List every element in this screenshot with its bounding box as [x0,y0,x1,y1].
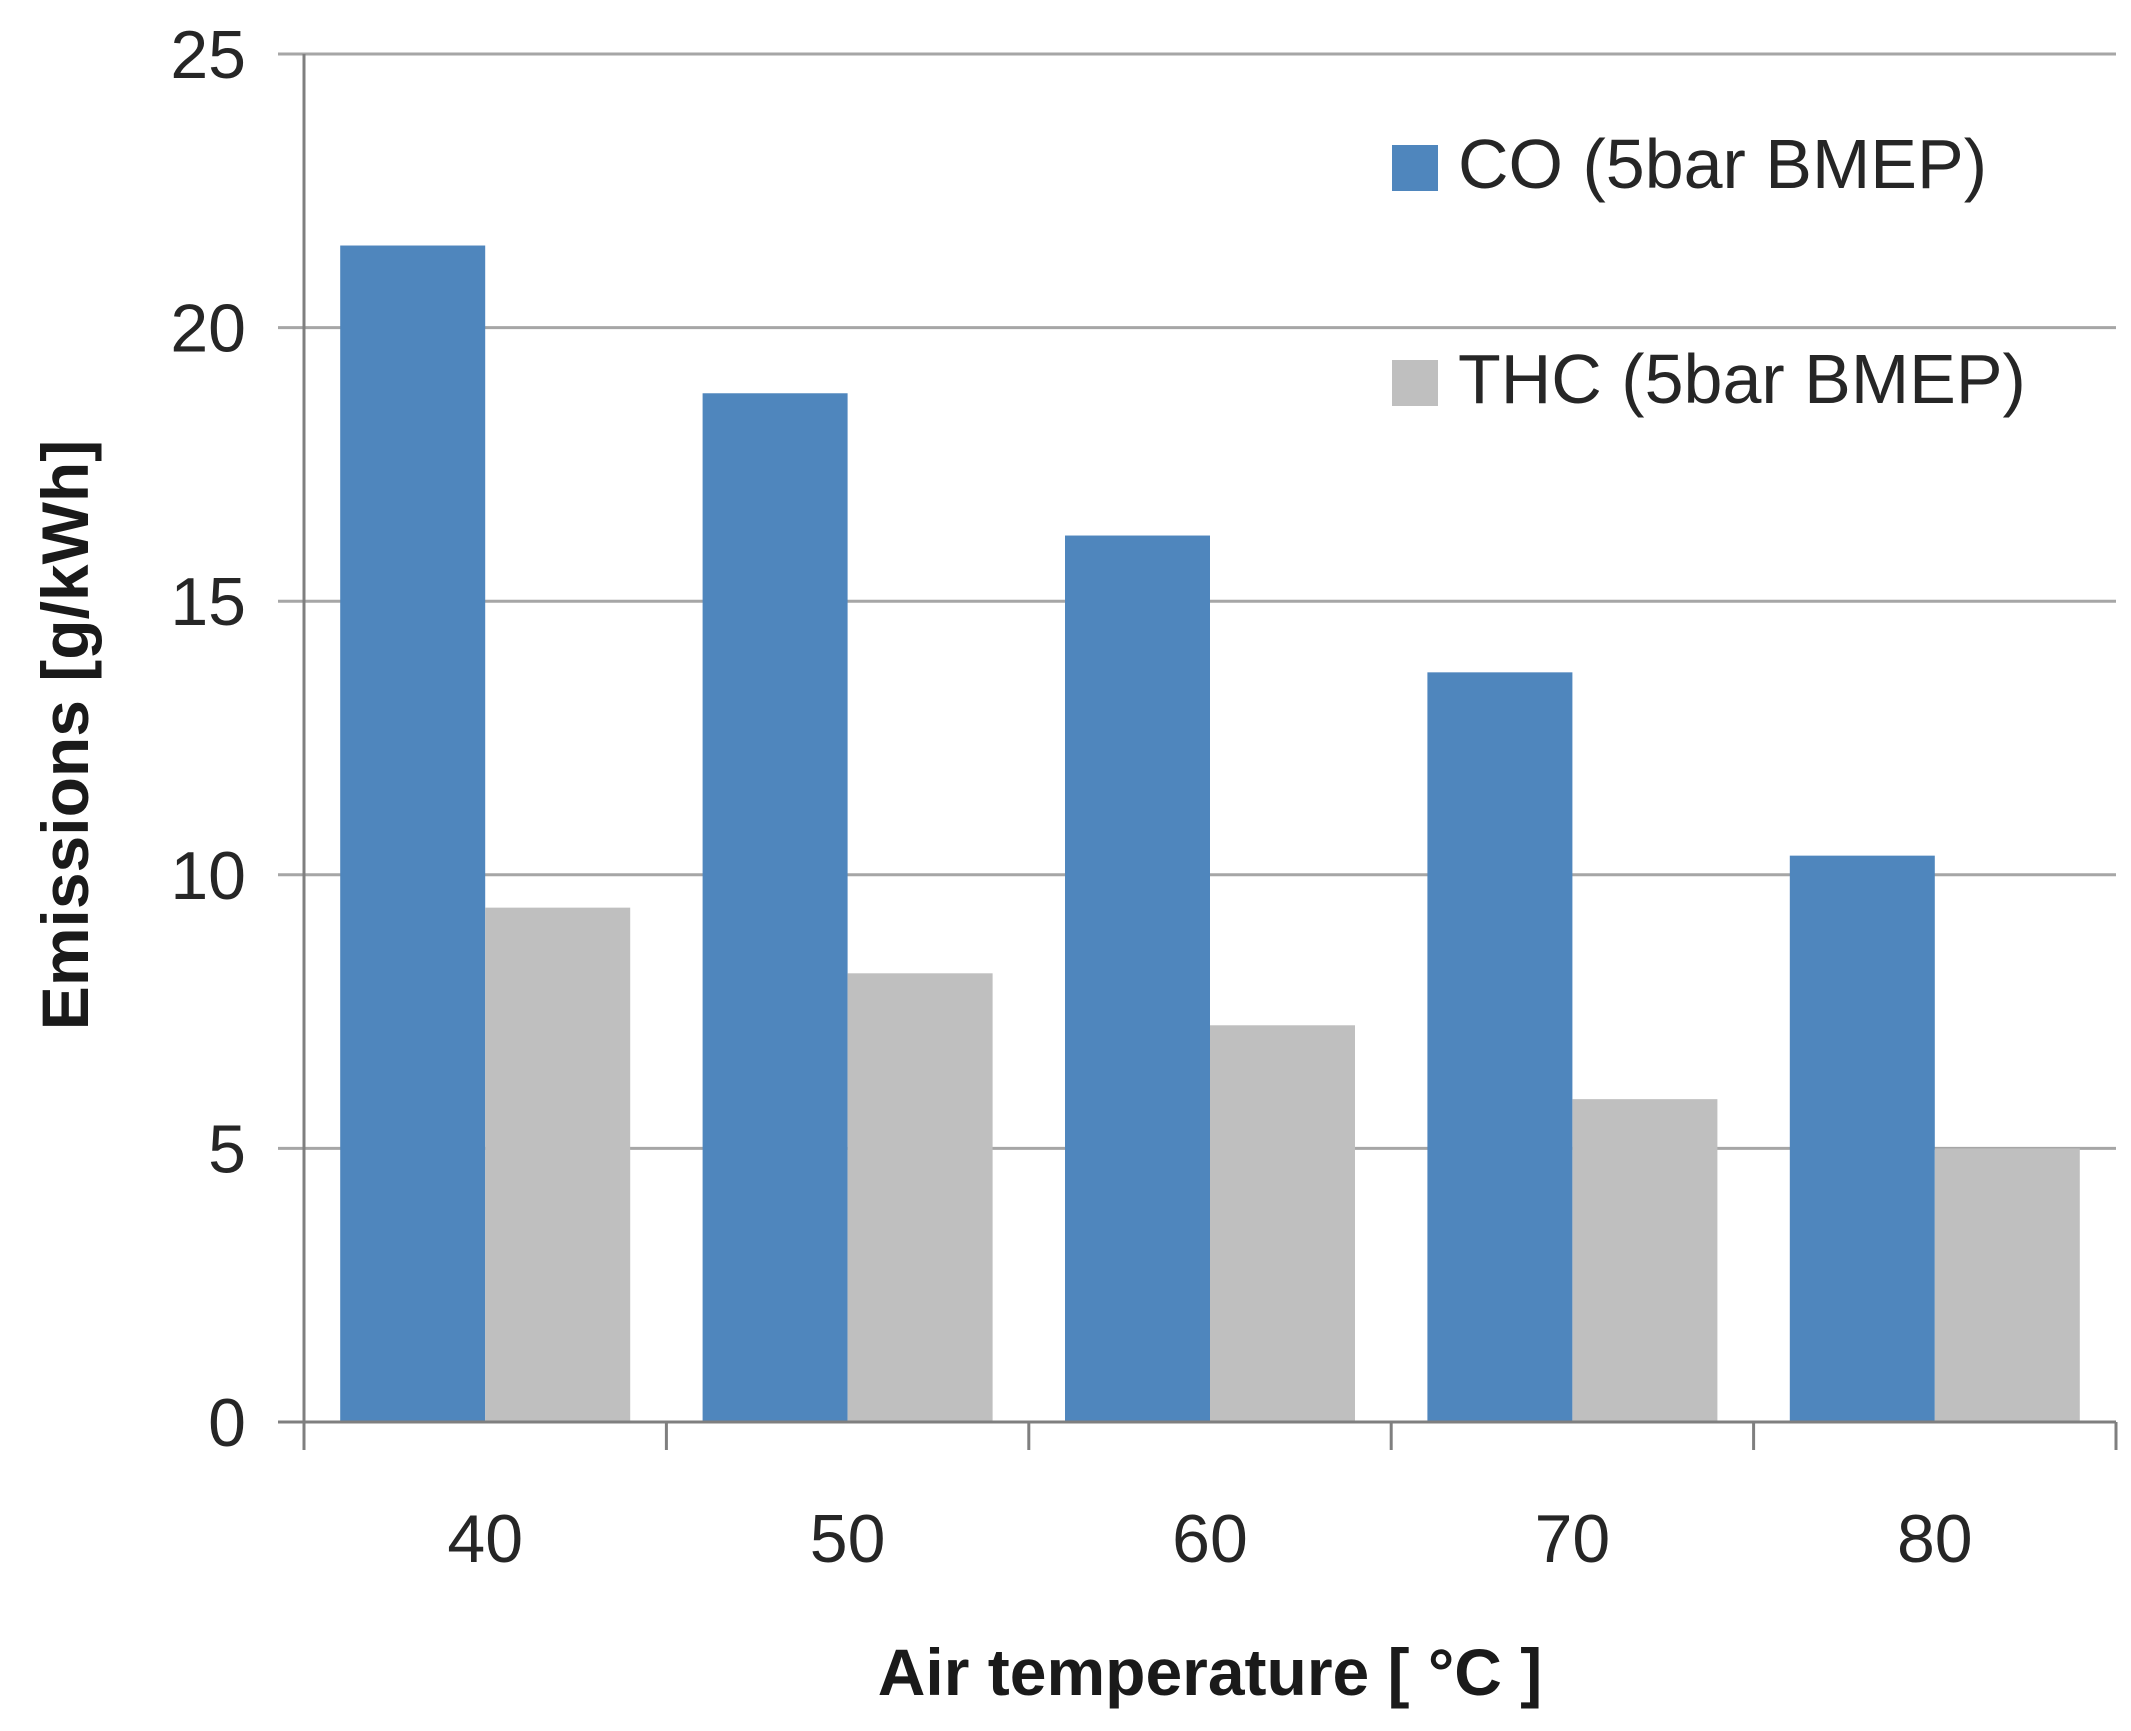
bar-co-60 [1065,535,1210,1422]
x-tick-label: 70 [1535,1501,1611,1577]
y-tick-label: 0 [208,1385,246,1461]
bar-co-80 [1789,855,1935,1422]
axes [278,54,2118,1450]
x-tick-label: 80 [1897,1501,1973,1577]
legend-label-thc: THC (5bar BMEP) [1458,340,2026,418]
y-tick-label: 10 [170,838,246,914]
legend-swatch-thc [1392,360,1438,406]
x-tick-labels: 40 50 60 70 80 [447,1501,1972,1577]
bar-co-50 [702,393,848,1422]
x-tick-label: 40 [447,1501,523,1577]
legend-swatch-co [1392,145,1438,191]
y-tick-label: 25 [170,17,246,93]
y-tick-label: 20 [170,291,246,367]
bars [340,245,2080,1422]
legend: CO (5bar BMEP) THC (5bar BMEP) [1392,125,2026,418]
bar-thc-60 [1210,1025,1355,1422]
y-axis-title: Emissions [g/kWh] [28,440,102,1030]
bar-thc-70 [1572,1099,1718,1422]
x-tick-label: 50 [810,1501,886,1577]
x-axis-title: Air temperature [ °C ] [878,1635,1543,1709]
bar-co-40 [340,245,486,1422]
bar-thc-50 [847,973,993,1422]
bar-thc-80 [1934,1148,2080,1422]
x-tick-label: 60 [1172,1501,1248,1577]
bar-co-70 [1427,672,1573,1422]
legend-label-co: CO (5bar BMEP) [1458,125,1987,203]
y-tick-labels: 0 5 10 15 20 25 [170,17,246,1461]
bar-thc-40 [485,907,631,1422]
y-tick-label: 5 [208,1111,246,1187]
y-tick-label: 15 [170,564,246,640]
